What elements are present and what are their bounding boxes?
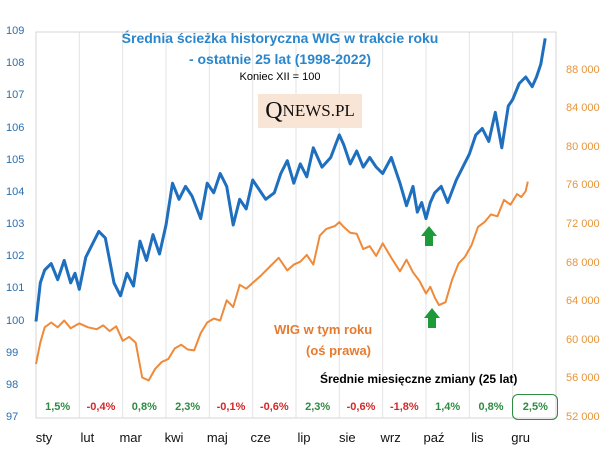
x-tick-label: maj <box>206 430 228 445</box>
qnews-logo: Q NEWS.PL <box>258 94 362 128</box>
x-tick-label: paź <box>423 430 445 445</box>
y-left-tick-label: 101 <box>6 282 25 295</box>
series-line-wig-average <box>34 38 547 322</box>
y-right-tick-label: 56 000 <box>566 372 600 385</box>
x-tick-label: lut <box>80 430 95 445</box>
monthly-change-label: 0,8% <box>131 401 157 413</box>
x-tick-label: cze <box>250 430 271 445</box>
monthly-changes-title: Średnie miesięczne zmiany (25 lat) <box>320 372 518 386</box>
chart-note: Koniec XII = 100 <box>239 71 321 83</box>
chart-title: Średnia ścieżka historyczna WIG w trakci… <box>121 30 439 46</box>
monthly-change-label: -0,4% <box>86 401 116 413</box>
y-right-tick-label: 80 000 <box>566 140 600 153</box>
series-line-wig-this-year <box>35 181 529 382</box>
wig-label-line2: (oś prawa) <box>306 343 372 358</box>
up-arrow-icon <box>421 226 437 246</box>
monthly-change-label: 0,8% <box>478 401 504 413</box>
monthly-change-label: -0,6% <box>346 401 376 413</box>
y-right-tick-label: 72 000 <box>566 218 600 230</box>
y-right-tick-label: 64 000 <box>566 295 600 308</box>
x-tick-label: gru <box>511 430 531 445</box>
y-right-tick-label: 84 000 <box>566 102 600 115</box>
y-right-tick-label: 76 000 <box>566 179 600 192</box>
wig-label-line1: WIG w tym roku <box>274 322 373 337</box>
y-right-tick-label: 52 000 <box>566 411 600 423</box>
monthly-change-label: -0,1% <box>216 401 246 413</box>
x-tick-label: mar <box>119 430 142 445</box>
y-right-tick-label: 60 000 <box>566 333 600 346</box>
up-arrow-icon <box>424 308 440 328</box>
x-tick-label: lis <box>471 430 484 445</box>
monthly-change-label: -0,6% <box>259 401 289 413</box>
monthly-change-label: 2,3% <box>175 401 201 413</box>
y-left-tick-label: 106 <box>6 121 25 134</box>
monthly-change-label: 1,4% <box>435 401 461 413</box>
y-left-tick-label: 98 <box>6 378 19 391</box>
y-left-tick-label: 108 <box>6 57 25 70</box>
monthly-change-label: 1,5% <box>45 401 71 413</box>
y-left-tick-label: 105 <box>6 153 25 166</box>
y-right-tick-label: 68 000 <box>566 256 600 269</box>
monthly-change-label: -1,8% <box>389 401 419 413</box>
x-tick-label: sty <box>35 430 53 445</box>
y-left-tick-label: 102 <box>6 250 25 263</box>
y-left-tick-label: 99 <box>6 346 19 359</box>
x-tick-label: wrz <box>380 430 401 445</box>
x-tick-label: kwi <box>164 430 184 445</box>
y-left-tick-label: 104 <box>6 185 25 198</box>
y-left-tick-label: 100 <box>6 314 25 327</box>
x-tick-label: sie <box>339 430 356 445</box>
y-left-tick-label: 103 <box>6 218 25 230</box>
monthly-change-label: 2,5% <box>512 394 559 420</box>
y-right-tick-label: 88 000 <box>566 63 600 76</box>
monthly-change-label: 2,3% <box>305 401 331 413</box>
y-left-tick-label: 109 <box>6 25 25 37</box>
chart-subtitle: - ostatnie 25 lat (1998-2022) <box>188 51 372 67</box>
plot-area <box>35 31 557 419</box>
x-tick-label: lip <box>297 430 311 445</box>
y-left-tick-label: 97 <box>6 411 19 423</box>
y-left-tick-label: 107 <box>6 89 25 102</box>
